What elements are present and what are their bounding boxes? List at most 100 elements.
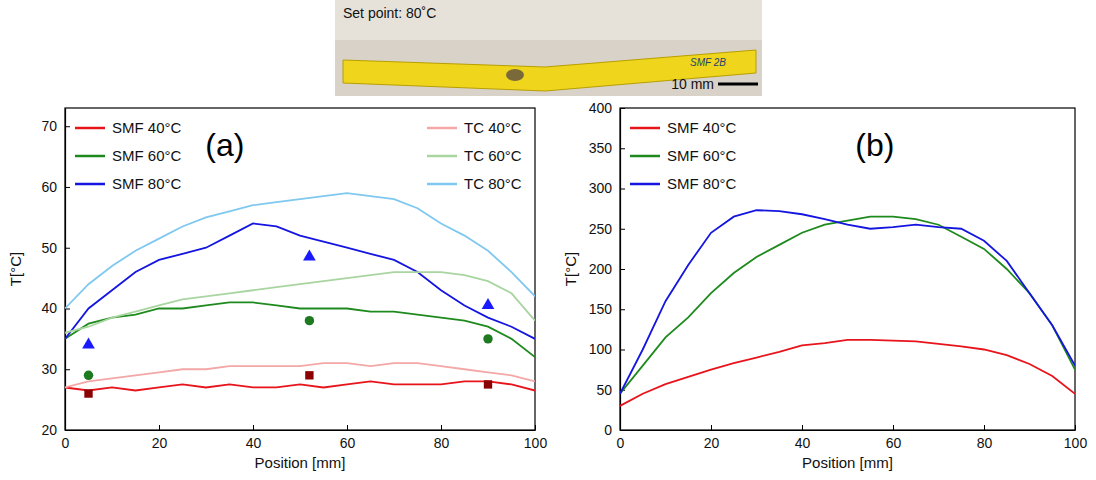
tick-label: 20 — [41, 422, 57, 438]
legend-swatch — [427, 183, 457, 186]
plot-marks — [620, 210, 1075, 406]
line — [65, 363, 535, 387]
legend-label: TC 60°C — [464, 147, 522, 164]
plot-frame — [65, 108, 535, 430]
tick: 60 — [340, 425, 356, 451]
tick-label: 400 — [589, 100, 613, 116]
legend-label: SMF 40°C — [667, 119, 737, 136]
specimen-marking: SMF 2B — [690, 57, 726, 68]
tick: 20 — [41, 422, 70, 438]
legend-swatch — [427, 155, 457, 158]
legend-swatch — [75, 155, 105, 158]
tick-label: 60 — [340, 435, 356, 451]
marker — [84, 389, 92, 397]
tick: 150 — [589, 301, 625, 317]
legend-item: SMF 80°C — [75, 175, 182, 192]
tick: 30 — [41, 361, 70, 377]
tick-mark — [620, 189, 625, 190]
line — [65, 193, 535, 308]
legend-label: SMF 60°C — [112, 147, 182, 164]
tick-label: 40 — [795, 435, 811, 451]
axis-line — [65, 109, 66, 431]
legend-item: TC 60°C — [427, 147, 522, 164]
axis-line — [66, 430, 536, 431]
tick-label: 40 — [41, 300, 57, 316]
tick: 40 — [795, 425, 811, 451]
tick: 250 — [589, 221, 625, 237]
photo-background — [335, 0, 762, 96]
tick-mark — [620, 108, 625, 109]
photo-bench — [335, 0, 762, 40]
legend-label: TC 80°C — [464, 175, 522, 192]
tick-label: 100 — [589, 341, 613, 357]
tick: 350 — [589, 140, 625, 156]
tick-mark — [620, 350, 625, 351]
specimen — [343, 50, 756, 91]
marker — [483, 334, 492, 343]
legend-item: TC 80°C — [427, 175, 522, 192]
tick-mark — [893, 425, 894, 430]
legend: SMF 40°C SMF 60°C SMF 80°C TC 40°C TC 60°C TC… — [75, 119, 522, 192]
x-axis: 020406080100 — [62, 425, 548, 451]
tick-mark — [620, 430, 625, 431]
tick-mark — [65, 187, 70, 188]
legend-item: SMF 80°C — [630, 175, 737, 192]
legend-label: SMF 80°C — [112, 175, 182, 192]
marker — [82, 338, 95, 349]
tick: 60 — [886, 425, 902, 451]
tick: 0 — [604, 422, 625, 438]
marker — [482, 298, 495, 309]
y-axis-title: T[°C] — [7, 252, 24, 286]
legend-swatch — [75, 127, 105, 130]
tick-label: 100 — [524, 435, 548, 451]
marker — [484, 380, 492, 388]
x-axis-title: Position [mm] — [802, 454, 893, 471]
tick-label: 60 — [886, 435, 902, 451]
tick-label: 0 — [604, 422, 612, 438]
tick-label: 250 — [589, 221, 613, 237]
tick-mark — [253, 425, 254, 430]
tick: 80 — [977, 425, 993, 451]
tick-label: 30 — [41, 361, 57, 377]
tick-mark — [620, 269, 625, 270]
legend-label: SMF 40°C — [112, 119, 182, 136]
legend-item: TC 40°C — [427, 119, 522, 136]
tick-label: 80 — [434, 435, 450, 451]
tick-label: 100 — [1064, 435, 1088, 451]
tick-mark — [620, 229, 625, 230]
photo-label: Set point: 80˚C — [343, 5, 436, 21]
axis-line — [621, 430, 1076, 431]
legend-label: TC 40°C — [464, 119, 522, 136]
tick-mark — [711, 425, 712, 430]
tick: 70 — [41, 118, 70, 134]
line — [65, 381, 535, 390]
marker — [305, 316, 314, 325]
line — [620, 217, 1075, 394]
tick-mark — [620, 309, 625, 310]
tick-label: 350 — [589, 140, 613, 156]
tick-label: 200 — [589, 261, 613, 277]
tick: 100 — [589, 341, 625, 357]
tick-mark — [984, 425, 985, 430]
tick: 20 — [152, 425, 168, 451]
tick-label: 50 — [41, 240, 57, 256]
tick-mark — [65, 430, 70, 431]
tick-mark — [441, 425, 442, 430]
tick-mark — [65, 369, 70, 370]
tick: 200 — [589, 261, 625, 277]
tick: 40 — [246, 425, 262, 451]
tick: 60 — [41, 179, 70, 195]
tick: 400 — [589, 100, 625, 116]
tick-mark — [620, 148, 625, 149]
legend-swatch — [630, 183, 660, 186]
legend-item: SMF 40°C — [630, 119, 737, 136]
tick-label: 80 — [977, 435, 993, 451]
legend-swatch — [427, 127, 457, 130]
line — [620, 340, 1075, 406]
tick-label: 150 — [589, 301, 613, 317]
legend: SMF 40°CSMF 60°CSMF 80°C — [630, 119, 737, 192]
tick-label: 300 — [589, 180, 613, 196]
y-axis-title: T[°C] — [562, 252, 579, 286]
legend-item: SMF 40°C — [75, 119, 182, 136]
line — [65, 223, 535, 338]
